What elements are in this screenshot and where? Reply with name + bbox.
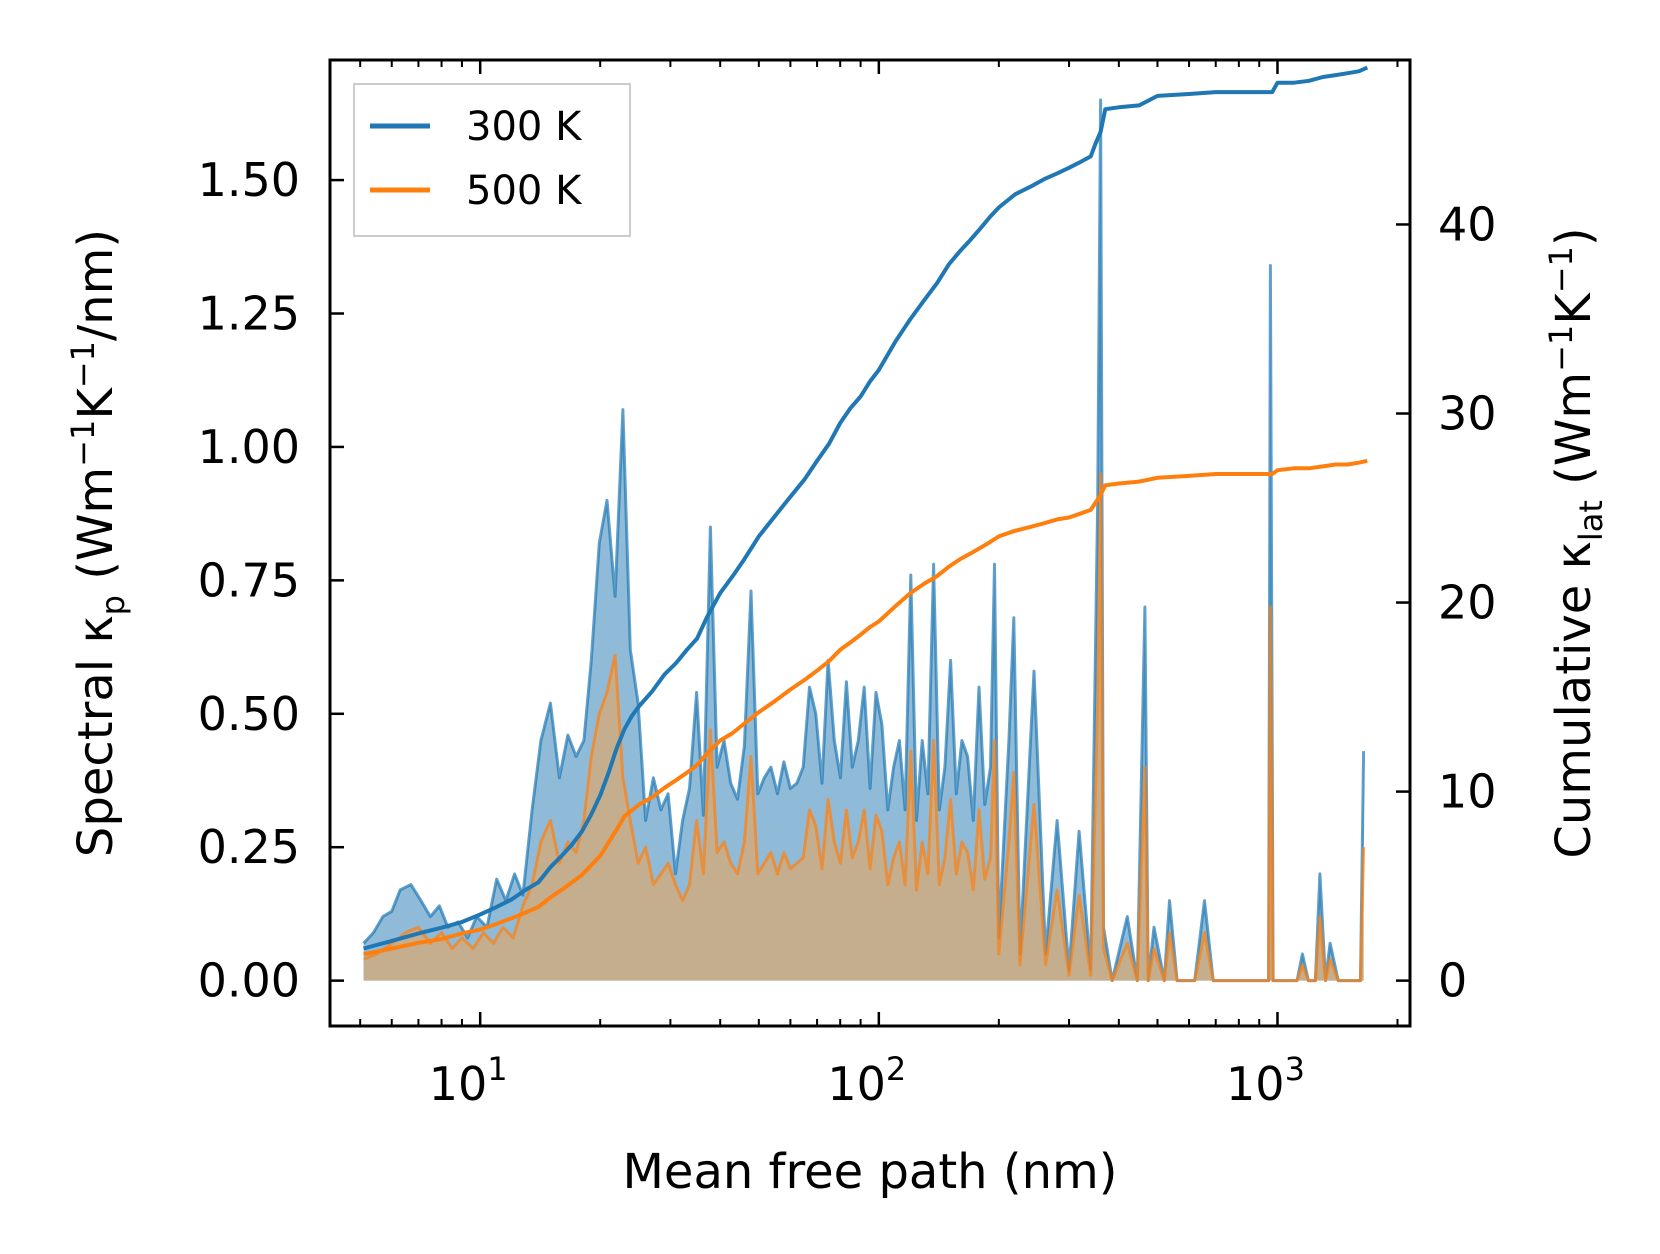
y-left-tick-label: 1.25 [198,287,300,341]
y-left-title-main: Spectral κ [68,615,124,857]
ticks: 101 102 1030.000.250.500.751.001.251.50010… [198,60,1497,1111]
y-left-tick-label: 0.00 [198,954,300,1008]
legend-label-500k: 500 K [466,168,583,214]
y-left-tick-label: 0.75 [198,553,300,607]
spectral-area-500k [363,473,1364,981]
legend-frame [353,83,631,237]
y-right-tick-label: 20 [1438,576,1497,630]
x-tick-label: 101 [429,1050,508,1111]
x-tick-label: 103 [1226,1050,1305,1111]
y-left-title-unit-b: K [68,387,124,420]
y-right-title-unit-c: ) [1546,227,1602,246]
y-right-title-sup-a: −1 [1542,325,1580,372]
x-tick-label-base: 10 [429,1057,488,1111]
y-right-title-sup-b: −1 [1542,246,1580,293]
spectral-line-300k [362,98,1366,983]
plot-frame [328,58,1412,1028]
y-left-tick-label: 1.00 [198,420,300,474]
y-left-title-sub: p [94,595,132,615]
y-left-title-unit-c: /nm) [68,229,124,341]
x-tick-label-exponent: 3 [1285,1050,1305,1088]
y-right-tick-label: 0 [1438,954,1467,1008]
y-left-tick-label: 0.25 [198,820,300,874]
y-left-title-sup-b: −1 [64,341,102,388]
cumulative-line-300k [363,65,1369,951]
y-right-tick-label: 10 [1438,765,1497,819]
x-tick-label-exponent: 2 [886,1050,906,1088]
y-right-title-unit-a: (Wm [1546,372,1602,500]
y-left-title-sup-a: −1 [64,420,102,467]
y-left-title-unit-a: (Wm [68,467,124,595]
y-right-tick-label: 30 [1438,387,1497,441]
y-right-title-unit-b: K [1546,292,1602,325]
x-axis-title: Mean free path (nm) [623,1144,1118,1200]
spectral-line-500k [363,472,1366,983]
y-axis-right-title: Cumulative κlat (Wm−1K−1) [1542,227,1610,858]
y-left-tick-label: 1.50 [198,153,300,207]
legend-label-300k: 300 K [466,104,583,150]
y-right-title-main: Cumulative κ [1546,541,1602,859]
x-tick-label-base: 10 [1226,1057,1285,1111]
x-tick-label-exponent: 1 [487,1050,507,1088]
x-tick-label-base: 10 [827,1057,886,1111]
y-right-title-sub: lat [1572,500,1610,541]
cumulative-line-500k [363,458,1368,957]
plot-area [362,65,1369,983]
legend: 300 K 500 K [353,83,631,237]
y-left-tick-label: 0.50 [198,687,300,741]
y-axis-left-title: Spectral κp (Wm−1K−1/nm) [64,229,132,857]
x-tick-label: 102 [827,1050,906,1111]
y-right-tick-label: 40 [1438,197,1497,251]
